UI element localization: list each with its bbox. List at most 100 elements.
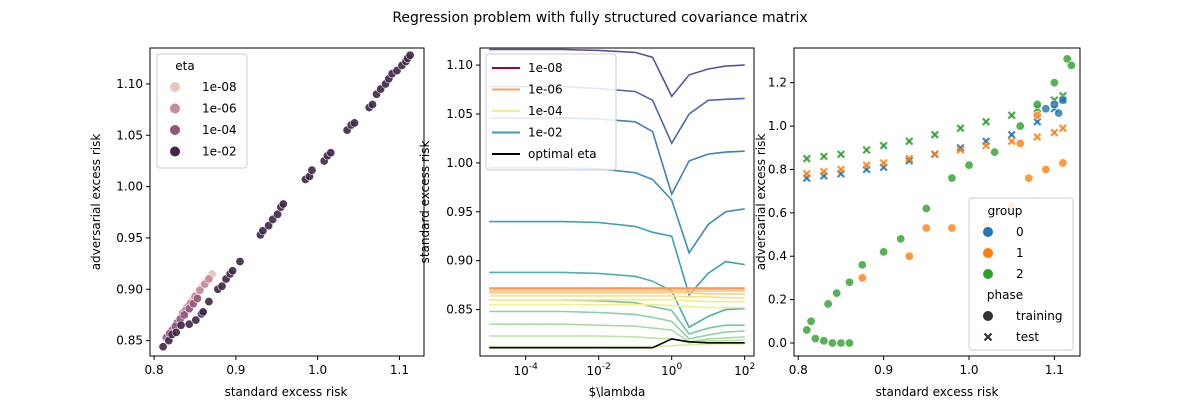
data-point (184, 319, 194, 329)
series-line (489, 310, 745, 340)
data-point (1041, 164, 1051, 174)
data-point-x (836, 150, 846, 159)
data-point-x (956, 124, 965, 133)
data-point (204, 274, 214, 284)
data-point-x (1033, 132, 1042, 142)
y-tick-label: 0.6 (768, 206, 787, 220)
y-tick-label: 1.2 (768, 76, 787, 90)
data-point-x (1007, 137, 1016, 146)
data-point (947, 223, 957, 233)
data-point (947, 173, 957, 183)
data-point-x (905, 156, 914, 165)
data-point (158, 342, 168, 352)
legend-title: group (988, 204, 1023, 218)
y-tick-label: 0.95 (116, 231, 143, 245)
data-point (844, 338, 854, 348)
y-tick-label: 0.2 (768, 293, 787, 307)
legend-label: training (1016, 309, 1063, 323)
x-tick-label: 0.8 (145, 363, 164, 377)
panel-3-frame (793, 47, 1081, 357)
series-line (489, 295, 745, 299)
panel-group-scatter: 0.8 0.9 1.0 1.10.00.20.40.60.81.01.2 group0… (754, 47, 1081, 399)
data-point (179, 310, 189, 320)
panel-lambda-lines: 10-4 10-2 100 102 0.85 0.90 0.95 1.00 1.05 1.10 1… (418, 47, 755, 399)
legend-title: eta (175, 59, 194, 73)
data-point-x (862, 145, 871, 155)
data-point-x (930, 130, 939, 139)
legend-box (485, 53, 617, 171)
data-point (264, 221, 274, 231)
data-point (1054, 108, 1064, 118)
series-line (489, 323, 745, 343)
data-point-x (956, 145, 965, 155)
panel-1-ylabel: adversarial excess risk (89, 134, 103, 271)
legend-label: 1e-02 (528, 126, 563, 140)
legend-label: 0 (1016, 225, 1024, 239)
data-point (896, 234, 906, 244)
y-tick-label: 0.85 (446, 303, 473, 317)
data-point-x (879, 158, 888, 168)
data-point-x (802, 154, 811, 163)
data-point-x (1033, 117, 1042, 126)
data-point (1058, 95, 1068, 105)
data-point (1032, 110, 1042, 120)
data-point-x (905, 154, 914, 163)
panel-1-marks (158, 50, 415, 352)
legend-label: 1e-04 (528, 104, 563, 118)
data-point (307, 165, 317, 175)
panel-3-ylabel: adversarial excess risk (754, 134, 768, 271)
panel-3-axes: 0.8 0.9 1.0 1.1 0.0 0.2 0.4 0.6 0.8 1.0 1.2 (768, 76, 1064, 377)
panel-eta-scatter: 0.8 0.9 1.0 1.1 0.85 0.90 0.95 1.00 1.05 1.10 eta… (89, 47, 425, 399)
legend-marker-x (983, 332, 993, 342)
y-tick-label: 1.05 (446, 107, 473, 121)
data-point (921, 223, 931, 233)
panel-2-frame (479, 47, 755, 357)
data-point (1032, 99, 1042, 109)
data-point (1024, 173, 1034, 183)
x-tick-label: 1.1 (1045, 363, 1064, 377)
y-tick-label: 1.00 (116, 180, 143, 194)
series-line (489, 220, 745, 297)
y-tick-label: 1.0 (768, 119, 787, 133)
legend-marker (983, 248, 993, 258)
data-point (258, 226, 268, 236)
data-point (235, 257, 245, 267)
data-point (823, 299, 833, 309)
optimal-eta-line (489, 338, 745, 349)
data-point (806, 316, 816, 326)
x-tick-label: 1.1 (390, 363, 409, 377)
legend-label: test (1016, 330, 1039, 344)
legend-marker (983, 227, 993, 237)
legend-label: 1 (1016, 246, 1024, 260)
data-point (195, 285, 205, 295)
series-line (489, 292, 745, 295)
panel-3-xlabel: standard excess risk (876, 385, 999, 399)
x-tick-label: 0.9 (226, 363, 245, 377)
data-point-x (879, 141, 888, 150)
data-point-x (930, 150, 939, 159)
legend-marker (983, 269, 993, 279)
legend-marker (170, 125, 180, 135)
legend-marker (983, 311, 993, 321)
data-point-x (956, 143, 965, 152)
data-point (217, 281, 227, 291)
series-line (489, 303, 745, 309)
data-point (192, 294, 202, 304)
series-line (489, 167, 745, 255)
legend-label: optimal eta (528, 147, 597, 161)
series-line (489, 298, 745, 303)
series-line (489, 342, 745, 348)
data-point (836, 338, 846, 348)
y-tick-label: 0.8 (768, 162, 787, 176)
legend-label: 1e-08 (528, 61, 563, 75)
legend-label: 1e-08 (202, 80, 237, 94)
panel-1-xlabel: standard excess risk (225, 385, 348, 399)
data-point (857, 273, 867, 283)
data-point-x (982, 141, 991, 150)
data-point-x (1058, 124, 1068, 133)
y-tick-label: 0.4 (768, 249, 787, 263)
y-tick-label: 1.05 (116, 128, 143, 142)
panel-2-ylabel: standard excess risk (418, 141, 432, 264)
data-point (367, 99, 377, 109)
data-point (810, 334, 820, 344)
